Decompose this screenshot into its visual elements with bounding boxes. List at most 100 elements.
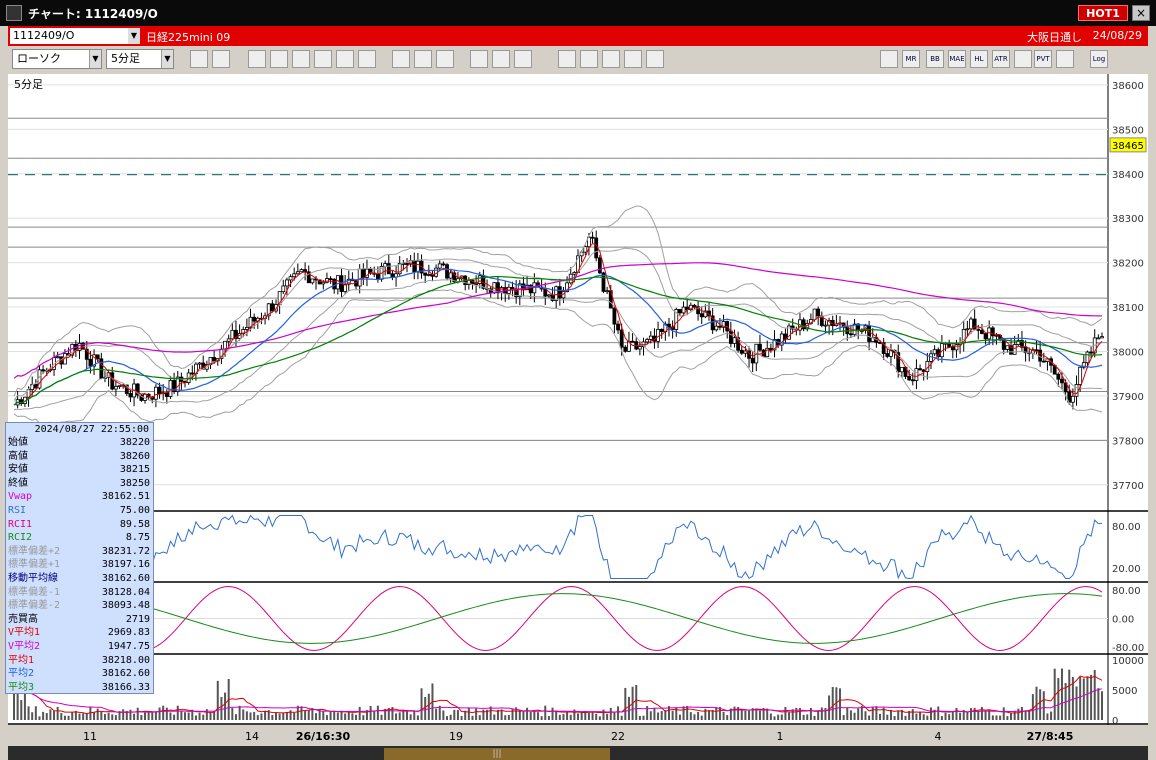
scrollbar-thumb[interactable]: ||| (384, 748, 610, 760)
chart-area[interactable]: 38600 38500 38400 38300 38200 38100 38000 37900… (8, 74, 1148, 746)
volume-bar (864, 711, 867, 720)
candle-body (474, 283, 479, 285)
cursor-tool-button[interactable] (212, 50, 230, 68)
indicator-button-8[interactable] (1056, 50, 1074, 68)
volume-bar (715, 707, 718, 720)
tool-tool-button[interactable] (492, 50, 510, 68)
volume-bar (205, 709, 208, 720)
pen-tool-button[interactable] (248, 50, 266, 68)
volume-bar (999, 715, 1002, 720)
volume-bar (638, 715, 641, 720)
candle-body (659, 328, 664, 333)
panel-row-value: 38250 (119, 477, 150, 489)
m1-tool-button[interactable] (558, 50, 576, 68)
arrow-tool-button[interactable] (292, 50, 310, 68)
line-tool-button[interactable] (270, 50, 288, 68)
volume-bar (486, 709, 489, 720)
volume-bar (1046, 713, 1049, 720)
candle-body (1074, 384, 1079, 397)
volume-bar (1031, 694, 1034, 720)
volume-bar (1050, 711, 1053, 720)
volume-bar (355, 714, 358, 720)
candle-body (423, 272, 428, 276)
volume-bar (49, 709, 52, 720)
color-tool-button[interactable] (514, 50, 532, 68)
horizontal-scrollbar[interactable]: ||| (8, 746, 1148, 760)
volume-bar (1093, 669, 1096, 720)
zoom-tool-button[interactable] (190, 50, 208, 68)
candle-body (950, 346, 955, 351)
candle-body (583, 246, 588, 253)
panel-row-value: 38162.60 (101, 668, 150, 680)
volume-bar (293, 712, 296, 720)
panel-row: V平均2 1947.75 (6, 640, 153, 654)
volume-bar (187, 712, 190, 720)
indicator-button-2[interactable]: BB (926, 50, 944, 68)
volume-bar (595, 713, 598, 720)
candle-body (677, 309, 682, 314)
gear-tool-button[interactable] (470, 50, 488, 68)
volume-bar (16, 677, 19, 720)
volume-bar (919, 711, 922, 720)
symbol-input[interactable]: 1112409/O (10, 28, 128, 44)
memo-tool-button[interactable] (336, 50, 354, 68)
volume-bar (573, 709, 576, 720)
candle-body (332, 278, 337, 290)
panel-row: RCI1 89.58 (6, 518, 153, 532)
candle-body (306, 271, 311, 284)
indicator-button-9[interactable]: Log (1090, 50, 1108, 68)
volume-bar (1057, 678, 1060, 720)
candle-body (619, 329, 624, 348)
panel-row: RSI 75.00 (6, 504, 153, 518)
hot-badge[interactable]: HOT1 (1078, 5, 1128, 21)
candle-body (623, 346, 628, 352)
volume-bar (813, 715, 816, 720)
volume-bar (151, 711, 154, 720)
candle-body (361, 268, 366, 278)
volume-bar (285, 712, 288, 720)
indicator-button-7[interactable]: PVT (1034, 50, 1052, 68)
indicator-button-4[interactable]: HL (970, 50, 988, 68)
volume-bar (296, 705, 299, 720)
volume-bar (344, 713, 347, 720)
volume-bar (962, 709, 965, 720)
panel-row-label: 標準偏差+1 (8, 559, 61, 571)
m4-tool-button[interactable] (624, 50, 642, 68)
volume-bar (671, 710, 674, 720)
close-button[interactable]: × (1132, 5, 1150, 21)
trash-tool-button[interactable] (358, 50, 376, 68)
symbol-dropdown-button[interactable]: ▼ (128, 28, 140, 44)
m3-tool-button[interactable] (602, 50, 620, 68)
m5-tool-button[interactable] (646, 50, 664, 68)
panel-row-label: 平均1 (8, 654, 35, 666)
panel-row: 平均2 38162.60 (6, 667, 153, 681)
volume-bar (875, 706, 878, 720)
indicator-button-5[interactable]: ATR (992, 50, 1010, 68)
volume-bar (165, 707, 168, 720)
volume-bar (882, 707, 885, 720)
volume-bar (271, 714, 274, 720)
v2-tool-button[interactable] (414, 50, 432, 68)
m2-tool-button[interactable] (580, 50, 598, 68)
volume-bar (460, 716, 463, 720)
panel-row-value: 75.00 (119, 504, 150, 516)
volume-bar (926, 715, 929, 720)
volume-bar (748, 710, 751, 720)
volume-bar (529, 711, 532, 720)
candle-body (412, 260, 417, 273)
volume-bar (540, 716, 543, 720)
all-tool-button[interactable] (436, 50, 454, 68)
candle-body (299, 269, 304, 273)
chart-type-select[interactable]: ローソク ▼ (12, 49, 102, 69)
volume-bar (23, 684, 26, 720)
interval-select[interactable]: 5分足 ▼ (106, 49, 174, 69)
x-axis-label: 26/16:30 (296, 730, 351, 743)
candle-body (881, 342, 886, 354)
undo-tool-button[interactable] (314, 50, 332, 68)
indicator-button-1[interactable]: MR (902, 50, 920, 68)
indicator-button-0[interactable] (880, 50, 898, 68)
indicator-button-3[interactable]: MAE (948, 50, 966, 68)
panel-row-value: 38231.72 (101, 545, 150, 557)
v1-tool-button[interactable] (392, 50, 410, 68)
indicator-button-6[interactable] (1014, 50, 1032, 68)
